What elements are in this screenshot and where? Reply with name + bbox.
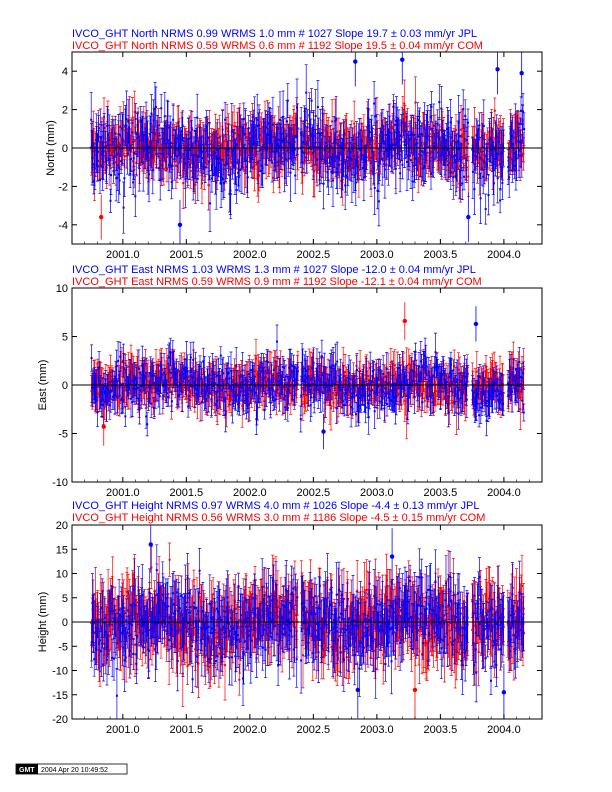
height-y-tick-label-7: 15 <box>56 544 68 556</box>
east-outlier-point-3 <box>473 321 479 327</box>
north-x-tick-label-2: 2002.0 <box>233 249 267 261</box>
north-y-tick-label-3: 2 <box>62 105 68 117</box>
north-outlier-point-0 <box>99 214 104 220</box>
height-x-tick-label-1: 2001.5 <box>169 724 203 736</box>
east-x-tick-label-3: 2002.5 <box>297 487 331 499</box>
height-x-ticks: 2001.0 2001.5 2002.0 2002.5 2003.0 2003.5 2004… <box>71 525 543 736</box>
height-outlier-point-2 <box>501 690 507 695</box>
height-x-tick-label-2: 2002.0 <box>233 724 267 736</box>
height-panel: IVCO_GHT Height NRMS 0.97 WRMS 4.0 mm # … <box>37 500 543 736</box>
east-y-tick-label-1: -5 <box>58 429 68 441</box>
height-x-tick-label-5: 2003.5 <box>424 724 458 736</box>
north-outlier-point-3 <box>400 57 405 62</box>
east-x-tick-label-1: 2001.5 <box>169 487 203 499</box>
height-x-tick-label-3: 2002.5 <box>297 724 331 736</box>
north-outlier-point-2 <box>353 59 358 64</box>
east-series-jpl <box>90 324 526 437</box>
north-y-tick-label-1: -2 <box>58 181 68 193</box>
north-y-tick-label-0: -4 <box>58 220 68 232</box>
east-outlier-point-1 <box>321 429 326 434</box>
north-y-tick-label-4: 4 <box>62 66 68 78</box>
east-y-tick-label-2: 0 <box>62 380 68 392</box>
gmt-stamp-date: 2004 Apr 20 10:49:52 <box>41 767 108 774</box>
height-outlier-point-4 <box>389 554 395 559</box>
east-x-tick-label-4: 2003.0 <box>360 487 394 499</box>
east-title-com: IVCO_GHT East NRMS 0.59 WRMS 0.9 mm # 11… <box>72 276 482 288</box>
height-y-tick-label-0: -20 <box>52 714 68 726</box>
height-y-tick-label-3: -5 <box>58 641 68 653</box>
height-y-ticks: -20 -15 -10 -5 0 5 10 15 20 <box>52 520 542 726</box>
height-y-tick-label-8: 20 <box>56 520 68 532</box>
north-outlier-point-4 <box>466 214 471 220</box>
gmt-timestamp-stamp: GMT 2004 Apr 20 10:49:52 <box>15 763 128 775</box>
north-x-tick-label-3: 2002.5 <box>297 249 331 261</box>
north-y-axis-label: North (mm) <box>45 120 57 176</box>
height-x-tick-label-0: 2001.0 <box>106 724 140 736</box>
north-x-tick-label-1: 2001.5 <box>169 249 203 261</box>
height-outlier-point-3 <box>148 542 153 547</box>
height-jpl-points <box>90 569 525 697</box>
height-outlier-point-1 <box>412 687 418 693</box>
east-data-layer <box>89 302 526 450</box>
north-outlier-point-5 <box>495 67 500 72</box>
east-x-ticks: 2001.0 2001.5 2002.0 2002.5 2003.0 2003.5 2004… <box>71 288 543 499</box>
height-title-com: IVCO_GHT Height NRMS 0.56 WRMS 3.0 mm # … <box>72 512 485 524</box>
north-x-tick-label-6: 2004.0 <box>487 249 521 261</box>
north-panel: IVCO_GHT North NRMS 0.99 WRMS 1.0 mm # 1… <box>45 28 543 261</box>
north-outlier-point-6 <box>519 70 524 76</box>
north-x-tick-label-4: 2003.0 <box>360 249 394 261</box>
north-x-tick-label-0: 2001.0 <box>106 249 140 261</box>
height-x-tick-label-4: 2003.0 <box>360 724 394 736</box>
height-x-tick-label-6: 2004.0 <box>487 724 521 736</box>
east-x-tick-label-6: 2004.0 <box>487 487 521 499</box>
height-y-axis-label: Height (mm) <box>37 592 49 653</box>
east-y-tick-label-0: -10 <box>52 477 68 489</box>
height-series-jpl <box>90 544 526 719</box>
gmt-logo-text: GMT <box>19 767 35 774</box>
height-title-jpl: IVCO_GHT Height NRMS 0.97 WRMS 4.0 mm # … <box>72 500 479 512</box>
north-data-layer <box>89 52 526 244</box>
east-panel: IVCO_GHT East NRMS 1.03 WRMS 1.3 mm # 10… <box>37 264 543 499</box>
east-x-tick-label-2: 2002.0 <box>233 487 267 499</box>
north-title-com: IVCO_GHT North NRMS 0.59 WRMS 0.6 mm # 1… <box>72 40 483 52</box>
height-y-tick-label-5: 5 <box>62 593 68 605</box>
east-x-tick-label-5: 2003.5 <box>424 487 458 499</box>
height-outlier-point-0 <box>355 687 361 693</box>
height-y-tick-label-6: 10 <box>56 569 68 581</box>
north-x-tick-label-5: 2003.5 <box>424 249 458 261</box>
east-y-tick-label-3: 5 <box>62 332 68 344</box>
north-jpl-points <box>90 91 526 210</box>
north-series-jpl <box>89 64 526 234</box>
gmt-logo <box>16 764 38 774</box>
east-jpl-points <box>90 340 525 426</box>
east-y-axis-label: East (mm) <box>37 360 49 411</box>
north-y-tick-label-2: 0 <box>62 143 68 155</box>
east-y-tick-label-4: 10 <box>56 283 68 295</box>
east-outlier-point-2 <box>402 318 408 324</box>
north-outlier-point-1 <box>177 222 183 227</box>
east-outlier-point-0 <box>101 424 106 429</box>
height-data-layer <box>89 525 526 719</box>
east-x-tick-label-0: 2001.0 <box>106 487 140 499</box>
height-y-tick-label-1: -15 <box>52 690 68 702</box>
north-y-ticks: -4 -2 0 2 4 <box>58 66 542 232</box>
east-y-ticks: -10 -5 0 5 10 <box>52 283 542 489</box>
north-title-jpl: IVCO_GHT North NRMS 0.99 WRMS 1.0 mm # 1… <box>72 28 477 40</box>
height-y-tick-label-4: 0 <box>62 617 68 629</box>
east-title-jpl: IVCO_GHT East NRMS 1.03 WRMS 1.3 mm # 10… <box>72 264 476 276</box>
height-y-tick-label-2: -10 <box>52 666 68 678</box>
north-x-ticks: 2001.0 2001.5 2002.0 2002.5 2003.0 2003.5 2004… <box>71 52 543 261</box>
